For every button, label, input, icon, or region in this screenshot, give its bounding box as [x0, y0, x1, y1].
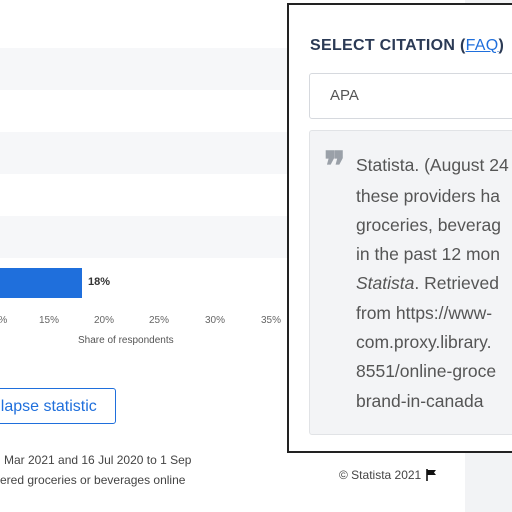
citation-line: com.proxy.library. — [356, 332, 492, 352]
citation-format-select[interactable]: APA — [309, 73, 512, 119]
citation-line: in the past 12 mon — [356, 244, 500, 264]
x-tick-label: 25% — [148, 315, 170, 326]
collapse-statistic-button[interactable]: llapse statistic — [0, 388, 116, 424]
chart-row-stripe — [0, 216, 290, 258]
citation-line: these providers ha — [356, 186, 500, 206]
x-tick-label: 20% — [93, 315, 115, 326]
bar-chart: 18% 5% 15% 20% 25% 30% 35% Share of resp… — [0, 0, 300, 350]
citation-line: Statista. (August 24 — [356, 155, 509, 175]
survey-period-note: Mar 2021 and 16 Jul 2020 to 1 Sep — [4, 453, 192, 467]
x-tick-label: 15% — [38, 315, 60, 326]
faq-link[interactable]: FAQ — [465, 37, 499, 54]
popup-title-text: SELECT CITATION ( — [310, 37, 466, 54]
citation-line: from https://www- — [356, 303, 493, 323]
popup-title: SELECT CITATION (FAQ) — [310, 37, 504, 55]
survey-respondents-note: ered groceries or beverages online — [0, 473, 186, 487]
citation-text-box[interactable]: ❞ Statista. (August 24 these providers h… — [309, 130, 512, 435]
bar-value-label: 18% — [88, 276, 111, 288]
citation-line: brand-in-canada — [356, 391, 484, 411]
x-tick-label: 5% — [0, 315, 7, 326]
x-tick-label: 30% — [204, 315, 226, 326]
citation-line: 8551/online-groce — [356, 361, 497, 381]
chart-row-stripe — [0, 132, 290, 174]
quote-icon: ❞ — [324, 143, 346, 190]
citation-line: groceries, beverag — [356, 215, 501, 235]
flag-icon[interactable] — [426, 469, 437, 484]
x-tick-label: 35% — [260, 315, 282, 326]
x-axis-title: Share of respondents — [78, 335, 174, 346]
popup-title-end: ) — [498, 37, 505, 54]
copyright-notice: © Statista 2021 — [339, 468, 437, 484]
copyright-text: © Statista 2021 — [339, 468, 422, 482]
chart-bar — [0, 268, 82, 298]
citation-source-name: Statista — [356, 273, 415, 293]
citation-retrieved: . Retrieved — [414, 273, 499, 293]
select-citation-popup: SELECT CITATION (FAQ) APA ❞ Statista. (A… — [287, 3, 512, 453]
citation-line: Statista. Retrieved — [356, 273, 499, 294]
chart-row-stripe — [0, 48, 290, 90]
